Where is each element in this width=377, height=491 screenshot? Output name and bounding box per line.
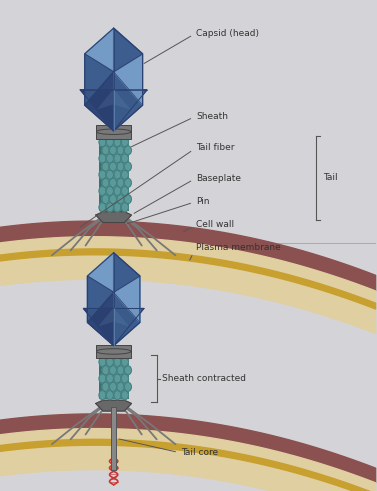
Circle shape <box>102 382 109 391</box>
Polygon shape <box>96 212 132 222</box>
Circle shape <box>114 391 121 400</box>
Circle shape <box>110 382 116 391</box>
Circle shape <box>114 137 121 147</box>
Circle shape <box>107 170 113 179</box>
Polygon shape <box>113 292 140 346</box>
Polygon shape <box>113 72 143 131</box>
Circle shape <box>121 203 128 212</box>
Text: Plasma membrane: Plasma membrane <box>190 243 281 260</box>
Polygon shape <box>85 54 113 105</box>
Circle shape <box>99 187 106 195</box>
Polygon shape <box>113 323 129 346</box>
Circle shape <box>124 178 131 187</box>
Circle shape <box>121 137 128 147</box>
Text: Tail core: Tail core <box>119 439 218 458</box>
Polygon shape <box>97 105 113 131</box>
Circle shape <box>117 162 124 171</box>
Polygon shape <box>83 308 113 327</box>
Circle shape <box>107 203 113 212</box>
Circle shape <box>114 154 121 163</box>
Circle shape <box>99 374 106 383</box>
Polygon shape <box>85 28 113 72</box>
Circle shape <box>114 187 121 195</box>
Polygon shape <box>87 276 113 323</box>
Circle shape <box>117 366 124 375</box>
Circle shape <box>121 187 128 195</box>
Circle shape <box>114 203 121 212</box>
Text: Capsid (head): Capsid (head) <box>144 28 259 63</box>
Circle shape <box>124 194 131 204</box>
Text: Tail fiber: Tail fiber <box>80 143 234 227</box>
Circle shape <box>110 178 116 187</box>
Bar <box>111 407 116 470</box>
Polygon shape <box>85 72 113 131</box>
Polygon shape <box>113 105 130 131</box>
Circle shape <box>102 366 109 375</box>
Circle shape <box>110 194 116 204</box>
Bar <box>97 345 131 358</box>
Circle shape <box>114 374 121 383</box>
Polygon shape <box>113 276 140 323</box>
Circle shape <box>107 357 113 366</box>
Polygon shape <box>113 308 144 327</box>
Circle shape <box>99 154 106 163</box>
Circle shape <box>102 146 109 155</box>
Polygon shape <box>87 253 140 346</box>
Text: Pin: Pin <box>127 197 210 224</box>
Circle shape <box>114 357 121 366</box>
Polygon shape <box>113 54 143 105</box>
Polygon shape <box>113 253 140 292</box>
Polygon shape <box>96 400 132 411</box>
Circle shape <box>110 366 116 375</box>
Circle shape <box>99 357 106 366</box>
Circle shape <box>99 137 106 147</box>
Circle shape <box>107 187 113 195</box>
Polygon shape <box>99 308 129 327</box>
Circle shape <box>124 382 131 391</box>
Text: Baseplate: Baseplate <box>134 174 241 214</box>
Polygon shape <box>113 90 147 110</box>
Polygon shape <box>80 90 113 110</box>
Text: Sheath contracted: Sheath contracted <box>162 374 246 383</box>
Circle shape <box>102 178 109 187</box>
Text: Cell wall: Cell wall <box>183 220 234 232</box>
Circle shape <box>124 366 131 375</box>
Text: Tail: Tail <box>323 173 338 182</box>
Circle shape <box>99 203 106 212</box>
Circle shape <box>124 162 131 171</box>
Ellipse shape <box>97 349 131 354</box>
Circle shape <box>117 382 124 391</box>
Circle shape <box>124 146 131 155</box>
Circle shape <box>107 374 113 383</box>
Ellipse shape <box>97 129 131 135</box>
Polygon shape <box>97 90 130 110</box>
Circle shape <box>99 391 106 400</box>
Polygon shape <box>85 28 143 131</box>
Circle shape <box>107 154 113 163</box>
Circle shape <box>114 170 121 179</box>
Circle shape <box>110 162 116 171</box>
Polygon shape <box>113 28 143 72</box>
Circle shape <box>121 170 128 179</box>
Circle shape <box>102 162 109 171</box>
Polygon shape <box>87 253 113 292</box>
Bar <box>97 125 131 138</box>
Circle shape <box>110 146 116 155</box>
Circle shape <box>121 357 128 366</box>
Text: Sheath: Sheath <box>132 111 228 147</box>
Circle shape <box>121 154 128 163</box>
Circle shape <box>99 170 106 179</box>
Bar <box>99 358 129 399</box>
Circle shape <box>121 391 128 400</box>
Bar <box>99 138 129 211</box>
Circle shape <box>117 194 124 204</box>
Circle shape <box>107 391 113 400</box>
Circle shape <box>117 178 124 187</box>
Circle shape <box>107 137 113 147</box>
Polygon shape <box>99 323 113 346</box>
Circle shape <box>117 146 124 155</box>
Circle shape <box>121 374 128 383</box>
Polygon shape <box>87 292 113 346</box>
Circle shape <box>102 194 109 204</box>
